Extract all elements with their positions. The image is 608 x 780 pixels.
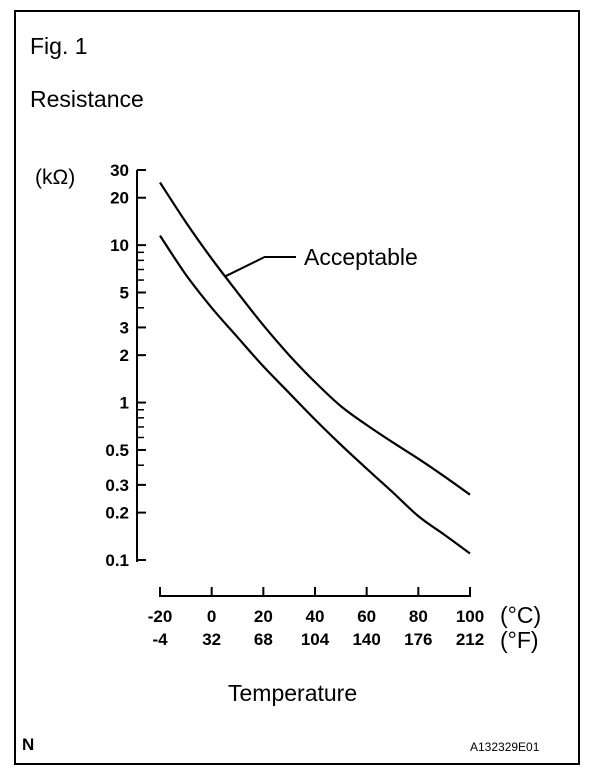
x-unit-celsius: (°C): [500, 602, 541, 628]
y-tick-label: 30: [110, 161, 129, 180]
x-tick-label-celsius: 60: [357, 607, 376, 626]
y-tick-label: 5: [120, 284, 129, 303]
lower-limit-curve: [159, 234, 471, 555]
y-tick-label: 0.3: [105, 476, 129, 495]
figure-label: Fig. 1: [30, 33, 88, 59]
y-axis-unit: (kΩ): [35, 166, 76, 189]
corner-mark: N: [22, 735, 35, 754]
y-tick-label: 0.5: [105, 441, 129, 460]
x-tick-label-fahrenheit: -4: [152, 630, 168, 649]
x-tick-label-celsius: 100: [456, 607, 484, 626]
x-tick-label-celsius: 0: [207, 607, 216, 626]
upper-limit-curve: [159, 181, 471, 496]
x-tick-label-celsius: 80: [409, 607, 428, 626]
y-tick-label: 0.1: [105, 551, 129, 570]
x-tick-label-celsius: 20: [254, 607, 273, 626]
x-unit-fahrenheit: (°F): [500, 627, 539, 653]
x-axis: -20 -4 0 32 20 68 40 104 60 140 80 176 100 212 (°C)(°F…: [148, 587, 541, 653]
x-tick-label-fahrenheit: 104: [301, 630, 330, 649]
x-tick-label-fahrenheit: 68: [254, 630, 273, 649]
y-axis: 30 20 10 5 3 2 1 0.5 0.3 0.2 0.1: [105, 161, 146, 570]
annotation: Acceptable: [224, 244, 418, 278]
figure-frame: [14, 10, 580, 765]
figure-code: A132329E01: [470, 740, 540, 754]
series-lines: [159, 181, 471, 555]
y-tick-label: 2: [120, 346, 129, 365]
x-tick-label-fahrenheit: 140: [352, 630, 380, 649]
x-tick-label-celsius: 40: [306, 607, 325, 626]
y-tick-label: 0.2: [105, 504, 129, 523]
y-tick-label: 3: [120, 318, 129, 337]
x-tick-label-celsius: -20: [148, 607, 173, 626]
annotation-leader-line: [224, 256, 296, 278]
x-tick-label-fahrenheit: 176: [404, 630, 432, 649]
x-axis-title: Temperature: [228, 680, 358, 706]
chart-title: Resistance: [30, 86, 144, 112]
x-tick-label-fahrenheit: 32: [202, 630, 221, 649]
x-tick-label-fahrenheit: 212: [456, 630, 484, 649]
annotation-label: Acceptable: [304, 244, 418, 270]
y-tick-label: 20: [110, 189, 129, 208]
y-tick-label: 10: [110, 236, 129, 255]
y-tick-label: 1: [120, 394, 129, 413]
